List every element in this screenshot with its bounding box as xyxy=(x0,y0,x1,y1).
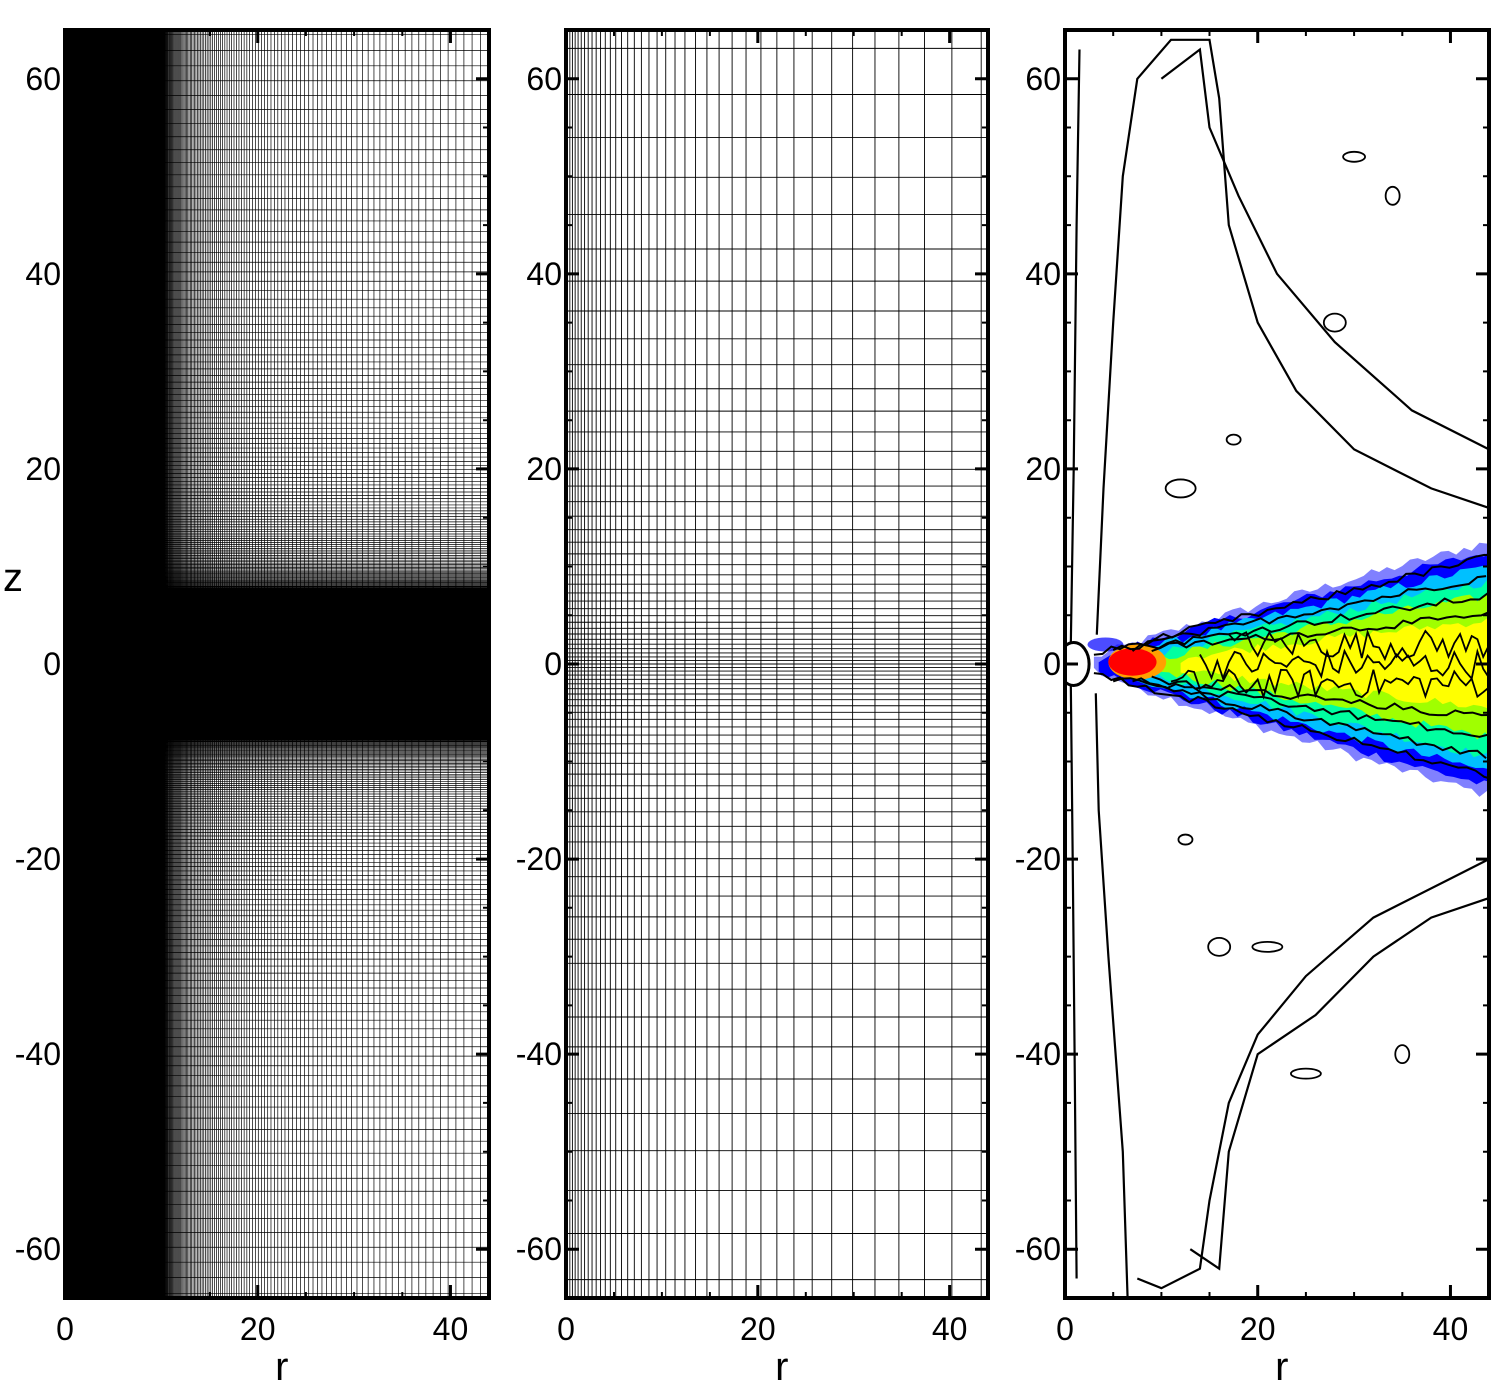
x-tick-label: 40 xyxy=(1433,1311,1469,1347)
x-tick-label: 0 xyxy=(1056,1311,1074,1347)
y-tick-label: -60 xyxy=(15,1231,61,1267)
axes-right: -60 -40 -20 0 20 40 60 0 20 40 r xyxy=(1015,28,1491,1384)
contour-line xyxy=(1093,553,1489,656)
contour-line xyxy=(1131,592,1489,652)
y-tick-label: -40 xyxy=(1015,1036,1061,1072)
y-tick-label: 20 xyxy=(25,451,61,487)
y-tick-label: -40 xyxy=(516,1036,562,1072)
contour-right-plot xyxy=(1065,38,1489,1298)
contour-line xyxy=(1151,611,1489,653)
x-tick-label: 0 xyxy=(56,1311,74,1347)
contour-lines xyxy=(1069,38,1489,1298)
y-tick-label: 60 xyxy=(25,61,61,97)
dense-midplane-band xyxy=(65,587,489,741)
jet-layer-5 xyxy=(1180,616,1489,709)
mesh-left-plot xyxy=(65,30,489,1298)
contour-line xyxy=(1151,675,1489,717)
x-tick-label: 40 xyxy=(932,1311,968,1347)
y-tick-label: -20 xyxy=(15,841,61,877)
jet-core xyxy=(1108,648,1157,676)
y-tick-label: 20 xyxy=(526,451,562,487)
y-tick-label: 20 xyxy=(1025,451,1061,487)
y-tick-label: 40 xyxy=(1025,256,1061,292)
y-tick-label: 0 xyxy=(1043,646,1061,682)
axes-left: -60 -40 -20 0 20 40 60 0 20 40 r z xyxy=(3,28,491,1384)
minor-ticks xyxy=(64,29,489,1299)
contour-line xyxy=(1095,38,1489,635)
contour-line xyxy=(1189,897,1489,1271)
contour-blob xyxy=(1251,940,1284,953)
contour-blob xyxy=(1322,312,1347,333)
contour-line xyxy=(1136,858,1489,1290)
x-axis-title: r xyxy=(275,1345,288,1384)
y-tick-label: -20 xyxy=(1015,841,1061,877)
contour-blob xyxy=(1394,1044,1411,1065)
y-tick-label: -60 xyxy=(516,1231,562,1267)
contour-line xyxy=(1112,575,1487,651)
contour-line xyxy=(1094,693,1129,1298)
contour-line xyxy=(1093,672,1489,780)
contour-blob xyxy=(1207,936,1232,957)
y-tick-label: 40 xyxy=(526,256,562,292)
x-axis-title: r xyxy=(775,1345,788,1384)
contour-blob xyxy=(1342,150,1366,163)
contour-line xyxy=(1228,628,1489,662)
y-tick-label: -20 xyxy=(516,841,562,877)
contour-line xyxy=(1132,677,1489,738)
contour-line xyxy=(1170,668,1489,700)
contour-blob xyxy=(1225,433,1242,446)
y-tick-label: 0 xyxy=(43,646,61,682)
mesh-lines xyxy=(566,30,988,1298)
minor-ticks xyxy=(1064,29,1489,1299)
contour-line xyxy=(1199,647,1489,682)
contour-line xyxy=(1112,677,1487,759)
contour-line xyxy=(1160,47,1489,451)
contour-blob xyxy=(1177,833,1194,846)
contour-blob xyxy=(1290,1067,1322,1080)
contour-blob xyxy=(1164,478,1197,499)
y-tick-label: -60 xyxy=(1015,1231,1061,1267)
y-tick-label: 60 xyxy=(526,61,562,97)
minor-ticks xyxy=(565,29,988,1299)
y-tick-label: 40 xyxy=(25,256,61,292)
x-tick-label: 20 xyxy=(1240,1311,1276,1347)
y-tick-label: 60 xyxy=(1025,61,1061,97)
x-tick-label: 0 xyxy=(557,1311,575,1347)
axes-middle: -60 -40 -20 0 20 40 60 0 20 40 r xyxy=(516,28,990,1384)
x-axis-title: r xyxy=(1275,1345,1288,1384)
y-tick-label: 0 xyxy=(544,646,562,682)
x-tick-label: 40 xyxy=(433,1311,469,1347)
mesh-middle-plot xyxy=(566,30,988,1298)
x-tick-label: 20 xyxy=(240,1311,276,1347)
y-tick-label: -40 xyxy=(15,1036,61,1072)
x-tick-label: 20 xyxy=(740,1311,776,1347)
contour-blob xyxy=(1384,185,1401,206)
y-axis-title: z xyxy=(3,556,23,600)
